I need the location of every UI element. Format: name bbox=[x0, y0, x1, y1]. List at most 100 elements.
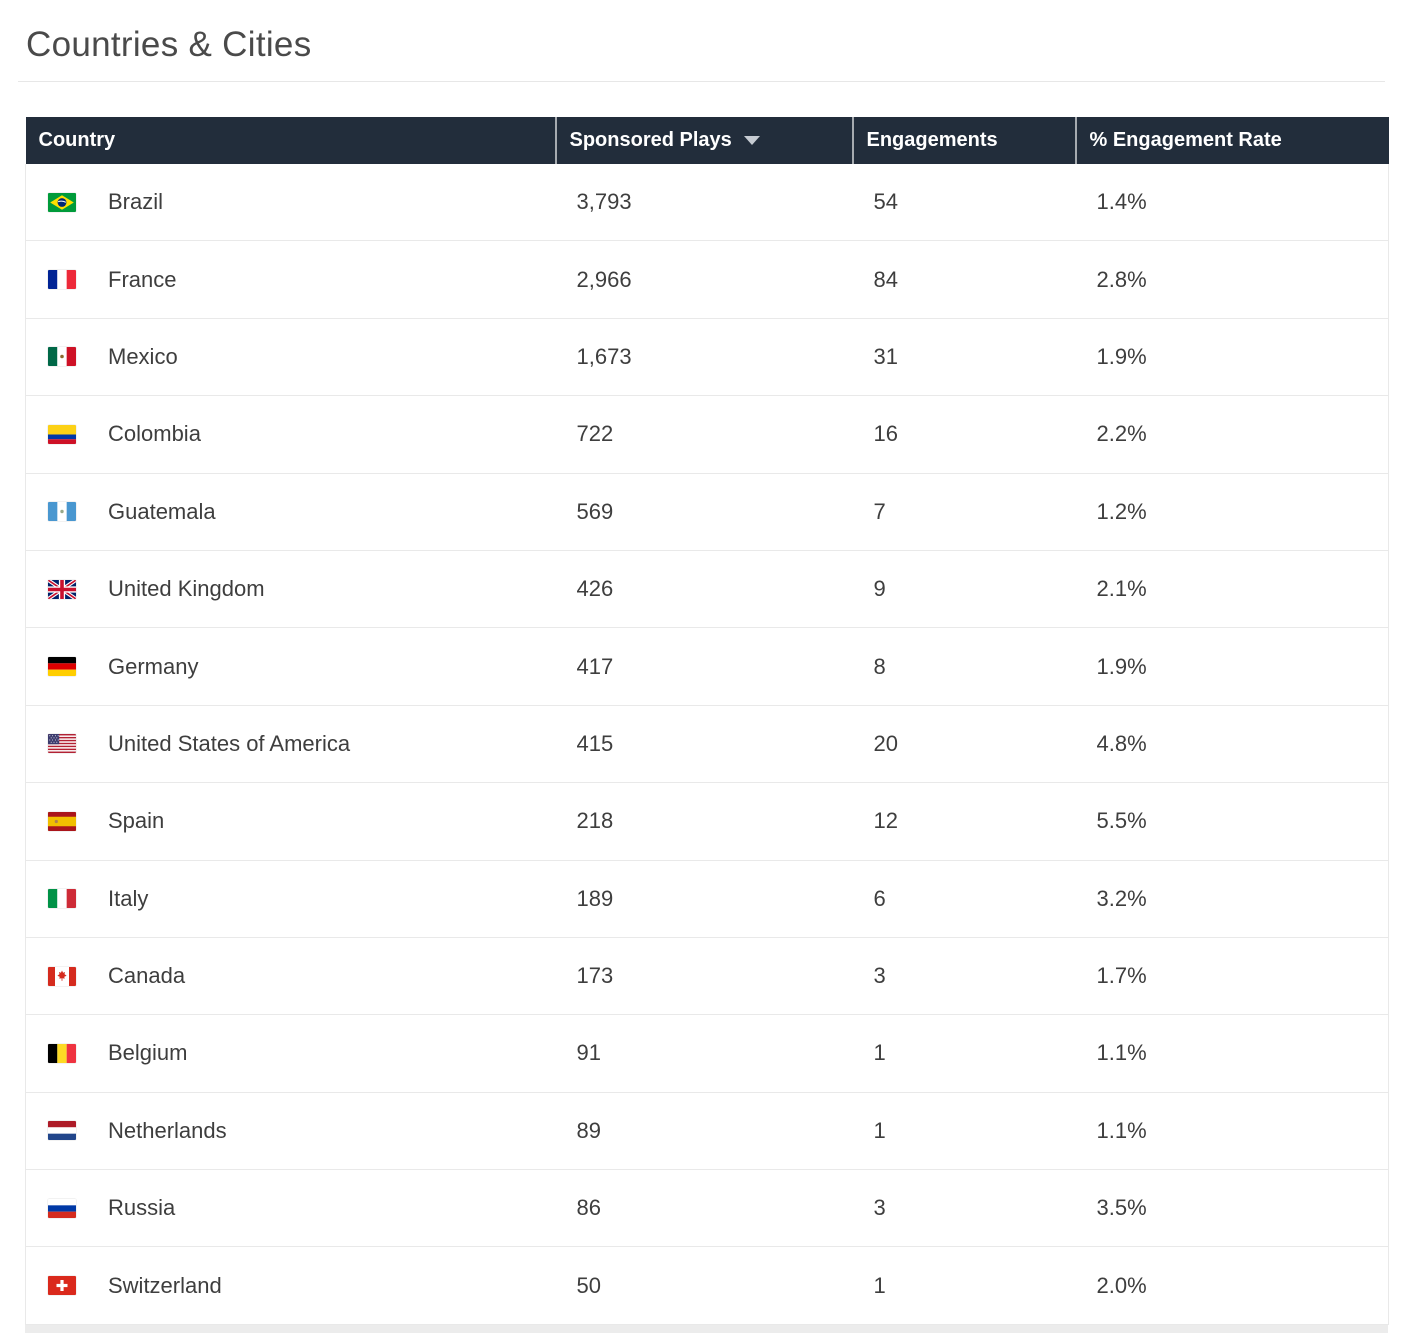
country-cell: Colombia bbox=[25, 395, 556, 474]
brazil-flag-icon bbox=[48, 192, 76, 212]
sponsored-plays-cell: 50 bbox=[555, 1246, 853, 1325]
table-row[interactable]: Guatemala 569 7 1.2% bbox=[25, 473, 1389, 551]
engagements-cell: 54 bbox=[852, 164, 1076, 242]
engagements-cell: 12 bbox=[852, 782, 1076, 861]
engagement-rate-cell: 5.5% bbox=[1075, 782, 1389, 861]
sponsored-plays-cell: 189 bbox=[555, 860, 853, 938]
table-row[interactable]: France 2,966 84 2.8% bbox=[25, 240, 1389, 319]
engagement-rate-cell: 3.2% bbox=[1075, 860, 1389, 938]
engagement-rate-cell: 2.0% bbox=[1075, 1246, 1389, 1325]
canada-flag-icon bbox=[48, 966, 76, 986]
table-row[interactable]: Belgium 91 1 1.1% bbox=[25, 1014, 1389, 1093]
engagement-rate-cell: 4.8% bbox=[1075, 705, 1389, 784]
country-name: France bbox=[108, 266, 177, 292]
sponsored-plays-cell: 417 bbox=[555, 627, 853, 706]
sponsored-plays-cell: 569 bbox=[555, 473, 853, 551]
belgium-flag-icon bbox=[48, 1043, 76, 1063]
country-cell: Canada bbox=[25, 937, 556, 1016]
guatemala-flag-icon bbox=[48, 502, 76, 522]
engagements-cell: 16 bbox=[852, 395, 1076, 474]
country-name: Russia bbox=[108, 1195, 176, 1221]
country-cell: Russia bbox=[25, 1169, 556, 1248]
engagements-cell: 20 bbox=[852, 705, 1076, 784]
country-cell: United Kingdom bbox=[25, 550, 556, 629]
engagements-cell: 84 bbox=[852, 240, 1076, 319]
country-cell: Mexico bbox=[25, 318, 556, 397]
table-row[interactable]: Netherlands 89 1 1.1% bbox=[25, 1092, 1389, 1171]
switzerland-flag-icon bbox=[48, 1276, 76, 1296]
country-cell: Guatemala bbox=[25, 473, 556, 551]
united-kingdom-flag-icon bbox=[48, 579, 76, 599]
country-name: United Kingdom bbox=[108, 576, 265, 602]
engagement-rate-cell: 1.7% bbox=[1075, 937, 1389, 1016]
country-name: Colombia bbox=[108, 421, 201, 447]
table-row[interactable]: Spain 218 12 5.5% bbox=[25, 782, 1389, 861]
title-divider bbox=[18, 81, 1385, 82]
country-cell: United States of America bbox=[25, 705, 556, 784]
page-title: Countries & Cities bbox=[26, 25, 312, 64]
sponsored-plays-cell: 3,793 bbox=[555, 164, 853, 242]
table-row[interactable]: Russia 86 3 3.5% bbox=[25, 1169, 1389, 1248]
sponsored-plays-cell: 415 bbox=[555, 705, 853, 784]
engagement-rate-cell: 1.9% bbox=[1075, 318, 1389, 397]
sponsored-plays-cell: 2,966 bbox=[555, 240, 853, 319]
engagement-rate-cell: 1.1% bbox=[1075, 1014, 1389, 1093]
engagements-cell: 7 bbox=[852, 473, 1076, 551]
mexico-flag-icon bbox=[48, 347, 76, 367]
engagement-rate-cell: 2.2% bbox=[1075, 395, 1389, 474]
italy-flag-icon bbox=[48, 889, 76, 909]
engagements-cell: 1 bbox=[852, 1092, 1076, 1171]
usa-flag-icon bbox=[48, 734, 76, 754]
table-row[interactable]: Italy 189 6 3.2% bbox=[25, 860, 1389, 938]
country-name: Switzerland bbox=[108, 1272, 222, 1298]
table-row[interactable]: Colombia 722 16 2.2% bbox=[25, 395, 1389, 474]
engagement-rate-cell: 1.1% bbox=[1075, 1092, 1389, 1171]
engagement-rate-cell: 1.9% bbox=[1075, 627, 1389, 706]
table-header-row: Country Sponsored Plays Engagements % En… bbox=[25, 117, 1389, 164]
engagement-rate-cell: 2.8% bbox=[1075, 240, 1389, 319]
country-cell: Brazil bbox=[25, 164, 556, 242]
engagement-rate-cell: 2.1% bbox=[1075, 550, 1389, 629]
sponsored-plays-cell: 722 bbox=[555, 395, 853, 474]
netherlands-flag-icon bbox=[48, 1121, 76, 1141]
sponsored-plays-cell: 426 bbox=[555, 550, 853, 629]
table-bottom-strip bbox=[25, 1324, 1388, 1333]
engagements-cell: 3 bbox=[852, 1169, 1076, 1248]
table-row[interactable]: Switzerland 50 1 2.0% bbox=[25, 1246, 1389, 1325]
table-row[interactable]: Brazil 3,793 54 1.4% bbox=[25, 164, 1389, 242]
country-name: Netherlands bbox=[108, 1117, 227, 1143]
sponsored-plays-cell: 86 bbox=[555, 1169, 853, 1248]
country-cell: Italy bbox=[25, 860, 556, 938]
country-name: Guatemala bbox=[108, 498, 216, 524]
sponsored-plays-cell: 91 bbox=[555, 1014, 853, 1093]
table-row[interactable]: Canada 173 3 1.7% bbox=[25, 937, 1389, 1016]
column-header-engagement-rate[interactable]: % Engagement Rate bbox=[1074, 117, 1389, 164]
engagements-cell: 8 bbox=[852, 627, 1076, 706]
table-row[interactable]: Germany 417 8 1.9% bbox=[25, 627, 1389, 706]
country-cell: Netherlands bbox=[25, 1092, 556, 1171]
caret-down-icon bbox=[743, 136, 760, 146]
country-name: Spain bbox=[108, 808, 165, 834]
column-header-sponsored-plays-label: Sponsored Plays bbox=[569, 129, 732, 151]
country-name: Canada bbox=[108, 963, 186, 989]
table-row[interactable]: United States of America 415 20 4.8% bbox=[25, 705, 1389, 784]
germany-flag-icon bbox=[48, 657, 76, 677]
engagements-cell: 9 bbox=[852, 550, 1076, 629]
country-name: Brazil bbox=[108, 189, 164, 215]
france-flag-icon bbox=[48, 270, 76, 290]
engagements-cell: 3 bbox=[852, 937, 1076, 1016]
country-name: Germany bbox=[108, 653, 199, 679]
column-header-engagements[interactable]: Engagements bbox=[851, 117, 1076, 164]
sponsored-plays-cell: 218 bbox=[555, 782, 853, 861]
spain-flag-icon bbox=[48, 811, 76, 831]
engagements-cell: 6 bbox=[852, 860, 1076, 938]
column-header-sponsored-plays[interactable]: Sponsored Plays bbox=[554, 117, 853, 164]
engagement-rate-cell: 1.4% bbox=[1075, 164, 1389, 242]
country-cell: Spain bbox=[25, 782, 556, 861]
table-row[interactable]: United Kingdom 426 9 2.1% bbox=[25, 550, 1389, 629]
country-cell: Belgium bbox=[25, 1014, 556, 1093]
column-header-country[interactable]: Country bbox=[25, 117, 556, 164]
table-row[interactable]: Mexico 1,673 31 1.9% bbox=[25, 318, 1389, 397]
engagements-cell: 31 bbox=[852, 318, 1076, 397]
sponsored-plays-cell: 1,673 bbox=[555, 318, 853, 397]
